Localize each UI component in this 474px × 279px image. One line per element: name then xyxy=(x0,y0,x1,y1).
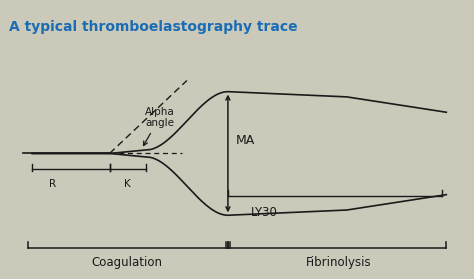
Text: A typical thromboelastography trace: A typical thromboelastography trace xyxy=(9,20,298,33)
Text: LY30: LY30 xyxy=(251,206,277,219)
Text: Alpha
angle: Alpha angle xyxy=(144,107,174,146)
Text: Coagulation: Coagulation xyxy=(91,256,162,270)
Text: MA: MA xyxy=(236,134,255,147)
Text: R: R xyxy=(49,179,56,189)
Text: Fibrinolysis: Fibrinolysis xyxy=(305,256,371,270)
Text: K: K xyxy=(124,179,131,189)
